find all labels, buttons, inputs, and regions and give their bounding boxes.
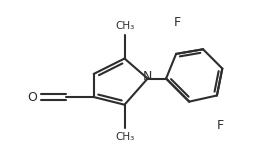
- Text: O: O: [27, 91, 37, 103]
- Text: CH₃: CH₃: [115, 132, 134, 142]
- Text: CH₃: CH₃: [115, 21, 134, 31]
- Text: N: N: [143, 71, 152, 83]
- Text: F: F: [173, 16, 180, 29]
- Text: F: F: [216, 119, 224, 132]
